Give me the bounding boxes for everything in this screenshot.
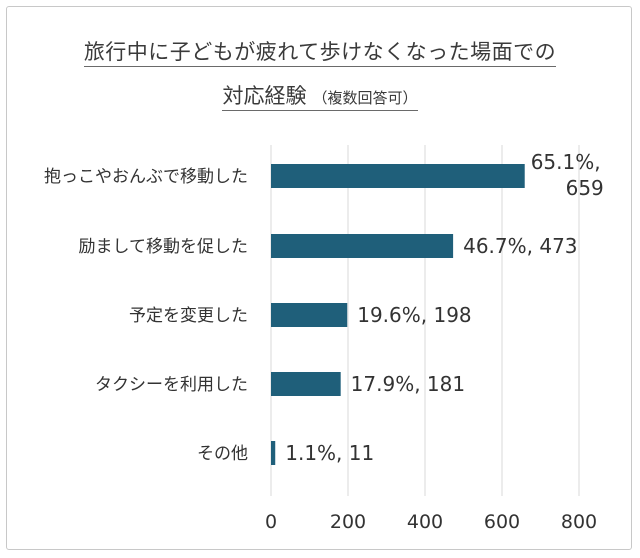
data-label-3: 17.9%, 181 bbox=[351, 372, 465, 396]
category-label-4: その他 bbox=[197, 444, 248, 464]
category-label-3: タクシーを利用した bbox=[95, 375, 248, 395]
chart-title-line2-wrap: 対応経験 （複数回答可） bbox=[222, 84, 418, 111]
chart-title-line2: 対応経験 （複数回答可） bbox=[0, 80, 640, 111]
x-tick-label-1: 200 bbox=[330, 511, 366, 533]
chart-title-note: （複数回答可） bbox=[312, 89, 418, 107]
data-label-4: 1.1%, 11 bbox=[285, 441, 374, 465]
x-tick-label-3: 600 bbox=[484, 511, 520, 533]
data-label-1: 46.7%, 473 bbox=[463, 234, 577, 258]
data-label-2: 19.6%, 198 bbox=[357, 303, 471, 327]
data-label-0-line-0: 65.1%, bbox=[531, 150, 601, 174]
chart-title: 旅行中に子どもが疲れて歩けなくなった場面での bbox=[83, 40, 557, 67]
bar-2 bbox=[271, 303, 348, 327]
bar-4 bbox=[271, 441, 276, 465]
x-tick-label-4: 800 bbox=[561, 511, 597, 533]
bar-1 bbox=[271, 234, 454, 258]
bar-0 bbox=[271, 164, 525, 188]
x-tick-label-2: 400 bbox=[407, 511, 443, 533]
category-label-1: 励まして移動を促した bbox=[79, 237, 249, 257]
category-label-0: 抱っこやおんぶで移動した bbox=[44, 167, 248, 187]
chart-title-line1: 旅行中に子どもが疲れて歩けなくなった場面での bbox=[0, 36, 640, 67]
chart-title-second: 対応経験 bbox=[222, 84, 307, 108]
category-label-2: 予定を変更した bbox=[129, 306, 248, 326]
chart-frame bbox=[6, 6, 632, 550]
data-label-0-line-1: 659 bbox=[566, 176, 604, 200]
bar-3 bbox=[271, 372, 341, 396]
x-tick-label-0: 0 bbox=[265, 511, 277, 533]
